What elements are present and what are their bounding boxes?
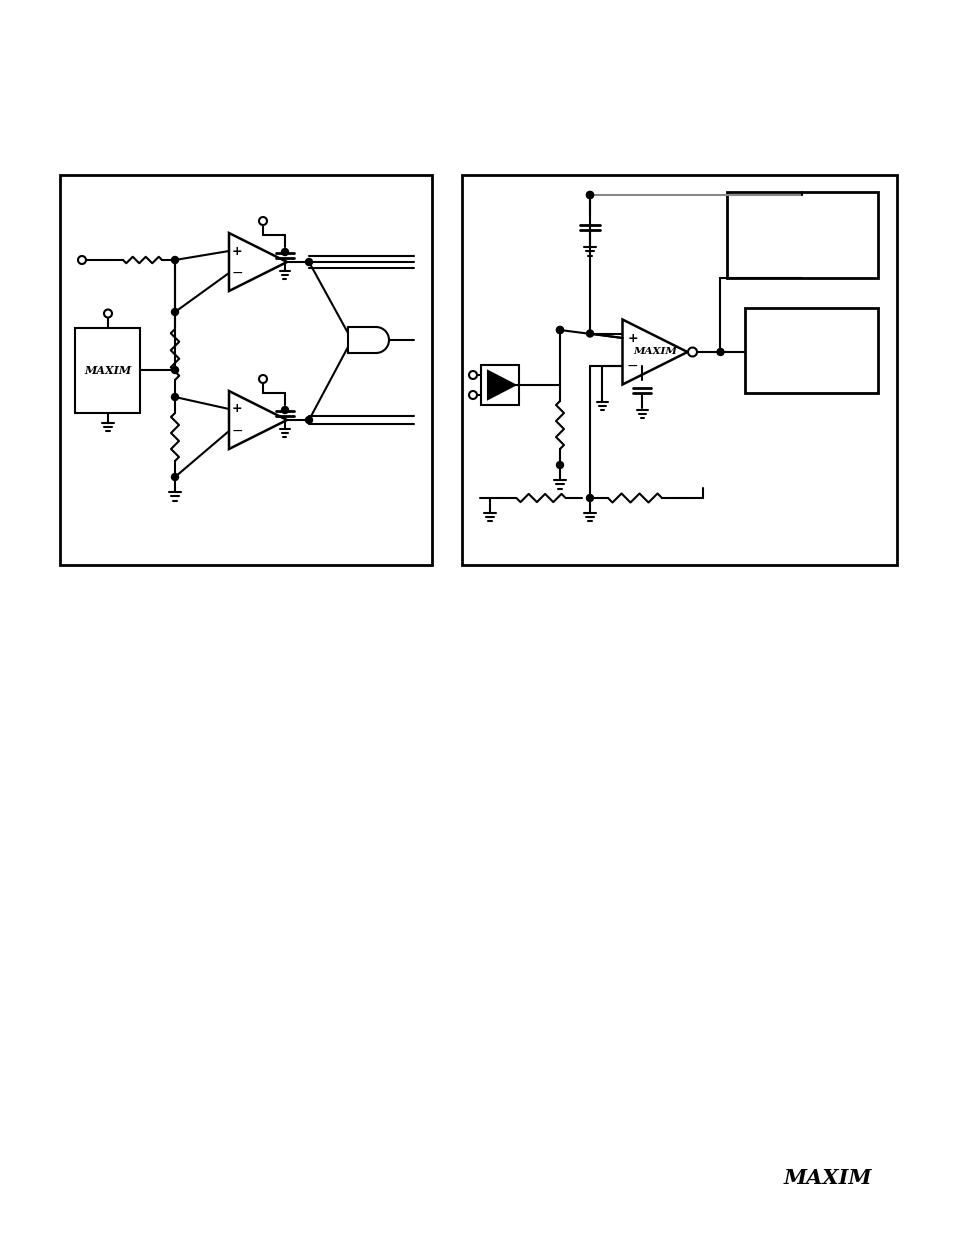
Circle shape — [305, 416, 313, 424]
Circle shape — [469, 391, 476, 399]
Circle shape — [172, 257, 178, 263]
Text: MAXIM: MAXIM — [84, 364, 132, 375]
Circle shape — [78, 256, 86, 264]
Circle shape — [717, 348, 723, 356]
Text: MAXIM: MAXIM — [782, 1168, 871, 1188]
Text: −: − — [231, 424, 243, 438]
Polygon shape — [488, 370, 515, 399]
Circle shape — [586, 191, 593, 199]
Circle shape — [281, 406, 288, 414]
Circle shape — [305, 258, 313, 266]
Circle shape — [172, 367, 178, 373]
Circle shape — [258, 217, 267, 225]
Circle shape — [172, 394, 178, 400]
Text: +: + — [232, 403, 242, 415]
Text: +: + — [626, 331, 638, 345]
Circle shape — [281, 248, 288, 256]
Circle shape — [469, 370, 476, 379]
Circle shape — [104, 310, 112, 317]
Circle shape — [687, 347, 697, 357]
Circle shape — [172, 473, 178, 480]
Text: −: − — [231, 266, 243, 280]
Text: −: − — [626, 359, 638, 373]
Circle shape — [556, 326, 563, 333]
Text: +: + — [232, 245, 242, 258]
Text: MAXIM: MAXIM — [633, 347, 677, 357]
Circle shape — [586, 330, 593, 337]
Circle shape — [172, 309, 178, 315]
Circle shape — [258, 375, 267, 383]
Circle shape — [556, 462, 563, 468]
Circle shape — [586, 191, 593, 199]
Circle shape — [556, 326, 563, 333]
Circle shape — [586, 494, 593, 501]
